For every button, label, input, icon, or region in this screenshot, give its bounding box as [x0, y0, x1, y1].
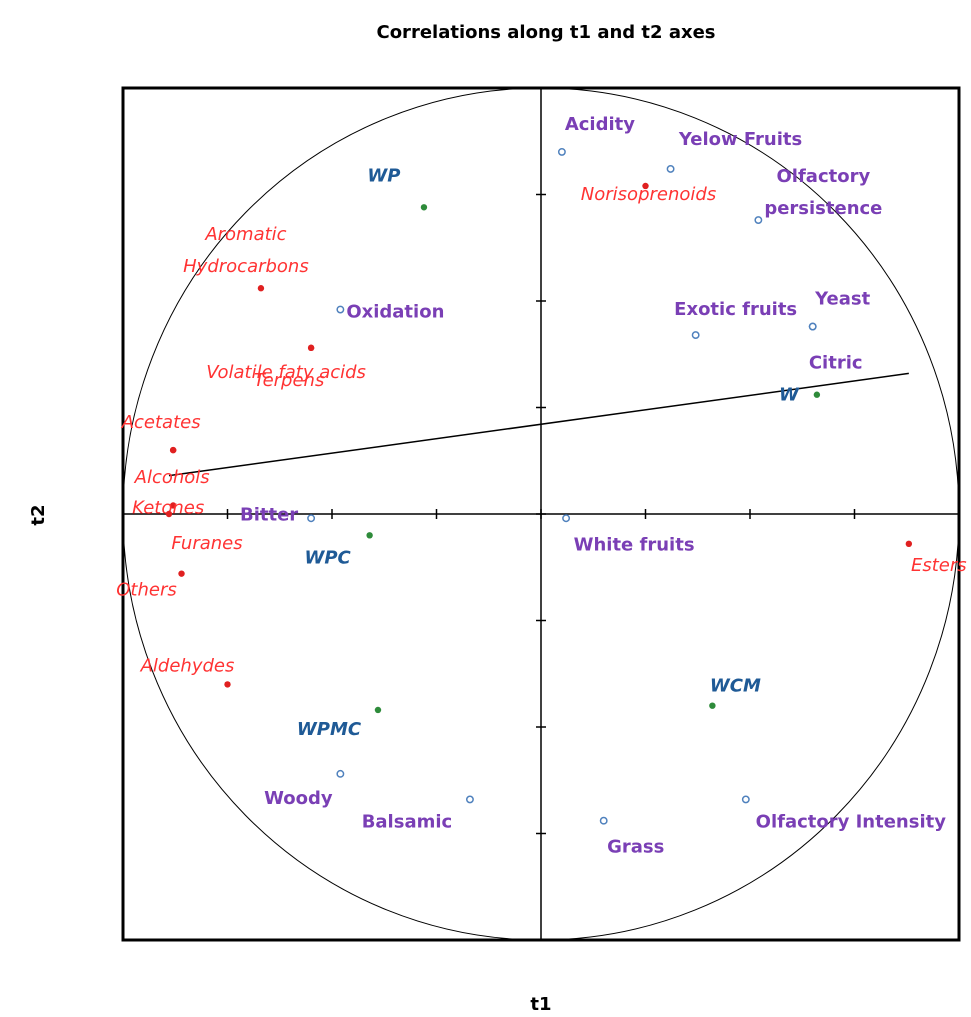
supplementary-variable-point — [599, 816, 608, 825]
trend-line — [168, 372, 909, 477]
active-variable-label: Volatile faty acids — [206, 362, 366, 383]
supplementary-variable-point — [741, 795, 750, 804]
active-variable-label: Alcohols — [134, 467, 210, 488]
supplementary-variable-point — [307, 514, 316, 523]
supplementary-variable-label: Oxidation — [346, 302, 444, 323]
active-variable-point — [169, 502, 177, 509]
supplementary-variable-label: Grass — [607, 837, 664, 858]
active-variable-label: Aldehydes — [140, 655, 235, 676]
active-variable-label: Aromatic Hydrocarbons — [183, 224, 309, 277]
supplementary-variable-label: Balsamic — [362, 811, 453, 832]
supplementary-variable-label: Yelow Fruits — [678, 129, 802, 150]
active-variable-label: Acetates — [121, 412, 201, 433]
active-variable-label: Furanes — [171, 533, 242, 554]
supplementary-variable-label: Citric — [809, 353, 863, 374]
supplementary-variable-point — [691, 331, 700, 340]
observation-point — [709, 702, 716, 709]
supplementary-variable-point — [562, 514, 571, 523]
supplementary-variable-label: Olfactory Intensity — [756, 811, 947, 832]
supplementary-variable-point — [808, 322, 817, 331]
supplementary-variable-label: Bitter — [240, 504, 298, 525]
active-variable-point — [905, 540, 913, 548]
supplementary-variable-label: Woody — [264, 788, 333, 809]
supplementary-variable-label: Olfactory persistence — [764, 166, 882, 219]
observation-point — [813, 391, 821, 398]
supplementary-variable-label: Exotic fruits — [674, 299, 797, 320]
active-variable-point — [165, 510, 173, 518]
active-variable-point — [307, 344, 315, 352]
supplementary-variable-point — [666, 164, 675, 173]
active-variable-label: Terpens — [254, 370, 325, 391]
observation-label: WP — [367, 165, 400, 186]
supplementary-variable-point — [557, 147, 566, 156]
active-variable-label: Esters — [911, 555, 967, 576]
y-axis-label: t2 — [28, 504, 49, 525]
supplementary-variable-point — [754, 216, 763, 225]
active-variable-label: Others — [116, 580, 177, 601]
observation-label: WPMC — [297, 719, 362, 740]
observation-point — [374, 706, 382, 714]
chart-title: Correlations along t1 and t2 axes — [376, 22, 715, 43]
active-variable-point — [642, 182, 649, 190]
active-variable-point — [178, 570, 185, 577]
observation-label: WPC — [304, 547, 351, 568]
active-variable-point — [257, 285, 265, 292]
observation-label: W — [779, 385, 800, 406]
supplementary-variable-point — [465, 795, 474, 804]
supplementary-variable-label: Acidity — [565, 114, 635, 135]
observation-point — [366, 532, 373, 539]
supplementary-variable-label: Yeast — [814, 289, 870, 310]
active-variable-point — [224, 681, 231, 688]
active-variable-point — [169, 446, 177, 454]
x-axis-label: t1 — [530, 994, 551, 1015]
supplementary-variable-label: White fruits — [574, 534, 695, 555]
active-variable-label: Norisoprenoids — [581, 184, 716, 205]
plot-area: Norisoprenoids Aromatic Hydrocarbons Terpen… — [116, 86, 967, 942]
supplementary-variable-point — [336, 305, 345, 314]
active-variable-label: Ketones — [132, 497, 204, 518]
observation-point — [420, 204, 428, 211]
supplementary-variable-point — [336, 769, 345, 778]
observation-label: WCM — [710, 676, 761, 697]
